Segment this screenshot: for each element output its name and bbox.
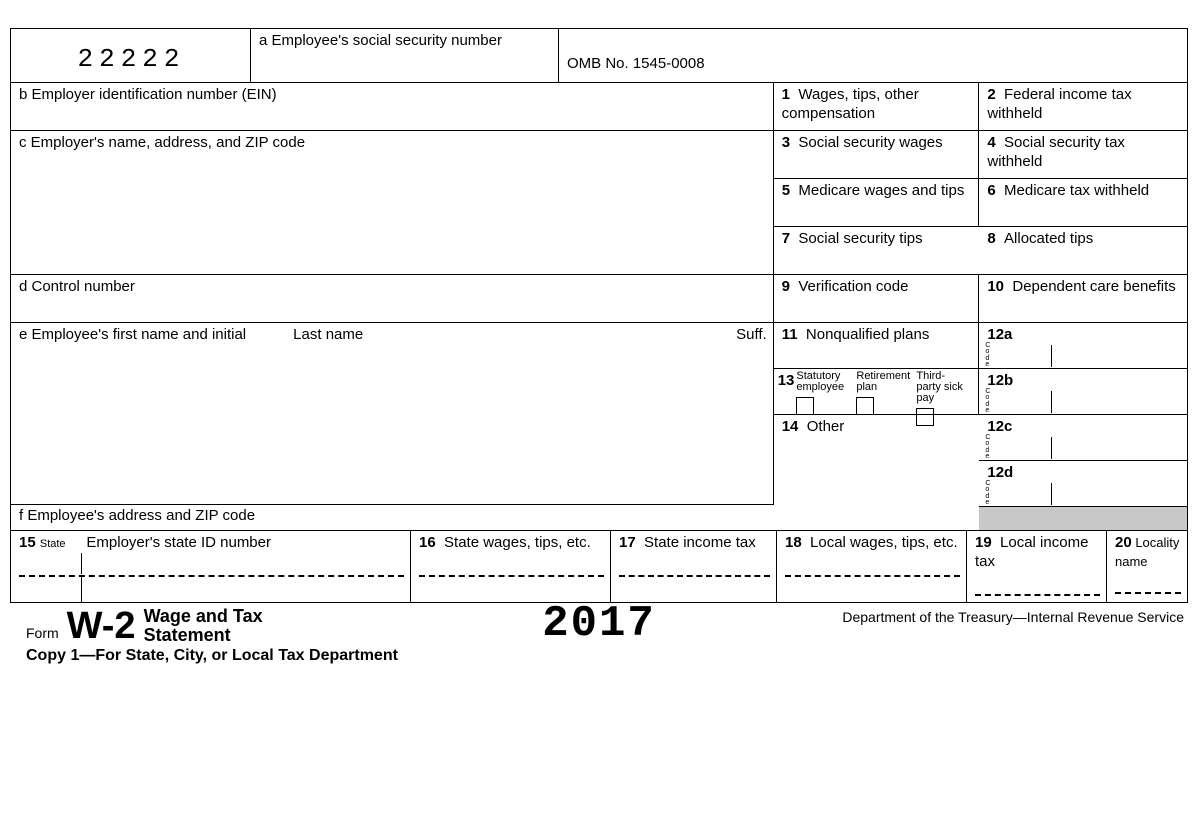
box-8: 8 Allocated tips bbox=[979, 227, 1187, 275]
box-e-first-label: e Employee's first name and initial bbox=[19, 326, 289, 345]
box-13c-label: Third-party sick pay bbox=[916, 371, 968, 404]
box-17: 17 State income tax bbox=[611, 531, 777, 603]
box-a: a Employee's social security number bbox=[251, 29, 559, 83]
box-7: 7 Social security tips bbox=[774, 227, 980, 275]
form-number: W-2 bbox=[67, 607, 136, 645]
box-9: 9 Verification code bbox=[774, 275, 980, 323]
dept-line: Department of the Treasury—Internal Reve… bbox=[842, 609, 1184, 625]
box-12d: 12d Code bbox=[979, 461, 1187, 507]
void-box: 22222 bbox=[11, 29, 251, 83]
box-14-label: 14 Other bbox=[782, 418, 845, 435]
box-1: 1 Wages, tips, other compensation bbox=[774, 83, 980, 131]
box-7-label: 7 Social security tips bbox=[782, 230, 923, 247]
box-b: b Employer identification number (EIN) bbox=[11, 83, 774, 131]
box-b-label: b Employer identification number (EIN) bbox=[19, 86, 767, 105]
code-label-12b: Code bbox=[985, 389, 990, 414]
box-6-label: 6 Medicare tax withheld bbox=[987, 182, 1149, 199]
box-11: 11 Nonqualified plans bbox=[774, 323, 980, 369]
box-e: e Employee's first name and initial Last… bbox=[11, 323, 774, 505]
box-20: 20 Locality name bbox=[1107, 531, 1187, 603]
box-4-label: 4 Social security tax withheld bbox=[987, 134, 1125, 170]
box-13b-label: Retirement plan bbox=[856, 371, 906, 393]
code-label-12c: Code bbox=[985, 435, 990, 460]
box-8-label: 8 Allocated tips bbox=[987, 230, 1093, 247]
form-title-1: Wage and Tax bbox=[144, 607, 263, 626]
box-16: 16 State wages, tips, etc. bbox=[411, 531, 611, 603]
box-1-label: 1 Wages, tips, other compensation bbox=[782, 86, 919, 122]
box-12c: 12c Code bbox=[979, 415, 1187, 461]
box-c-label: c Employer's name, address, and ZIP code bbox=[19, 134, 767, 153]
box-16-label: 16 State wages, tips, etc. bbox=[419, 534, 591, 551]
code-label-12d: Code bbox=[985, 481, 990, 506]
tax-year: 2017 bbox=[542, 599, 656, 649]
box-5-label: 5 Medicare wages and tips bbox=[782, 182, 965, 199]
box-d: d Control number bbox=[11, 275, 774, 323]
shaded-box bbox=[979, 507, 1187, 531]
code-label-12a: Code bbox=[985, 343, 990, 368]
checkbox-statutory[interactable] bbox=[796, 397, 814, 415]
box-12a: 12a Code bbox=[979, 323, 1187, 369]
box-12b-label: 12b bbox=[987, 372, 1013, 389]
box-12a-label: 12a bbox=[987, 326, 1012, 343]
box-9-label: 9 Verification code bbox=[782, 278, 909, 295]
box-12c-label: 12c bbox=[987, 418, 1012, 435]
box-19-label: 19 Local income tax bbox=[975, 534, 1088, 570]
box-17-label: 17 State income tax bbox=[619, 534, 756, 551]
box-3-label: 3 Social security wages bbox=[782, 134, 943, 151]
box-6: 6 Medicare tax withheld bbox=[979, 179, 1187, 227]
box-c: c Employer's name, address, and ZIP code bbox=[11, 131, 774, 275]
box-13a-label: Statutory employee bbox=[796, 371, 846, 393]
box-15: 15 State Employer's state ID number bbox=[11, 531, 411, 603]
box-10: 10 Dependent care benefits bbox=[979, 275, 1187, 323]
box-11-label: 11 Nonqualified plans bbox=[782, 326, 930, 343]
box-4: 4 Social security tax withheld bbox=[979, 131, 1187, 179]
box-18-label: 18 Local wages, tips, etc. bbox=[785, 534, 958, 551]
box-3: 3 Social security wages bbox=[774, 131, 980, 179]
box-e-suff-label: Suff. bbox=[736, 326, 767, 345]
checkbox-retirement[interactable] bbox=[856, 397, 874, 415]
form-footer: Form W-2 Wage and Tax Statement 2017 Dep… bbox=[10, 603, 1188, 645]
box-12d-label: 12d bbox=[987, 464, 1013, 481]
omb-box: OMB No. 1545-0008 bbox=[559, 29, 1187, 83]
box-15-label: 15 State Employer's state ID number bbox=[19, 534, 271, 551]
box-5: 5 Medicare wages and tips bbox=[774, 179, 980, 227]
box-12b: 12b Code bbox=[979, 369, 1187, 415]
box-19: 19 Local income tax bbox=[967, 531, 1107, 603]
box-14: 14 Other bbox=[774, 415, 980, 531]
box-18: 18 Local wages, tips, etc. bbox=[777, 531, 967, 603]
box-2-label: 2 Federal income tax withheld bbox=[987, 86, 1131, 122]
box-d-label: d Control number bbox=[19, 278, 767, 297]
box-10-label: 10 Dependent care benefits bbox=[987, 278, 1175, 295]
form-word: Form bbox=[26, 625, 59, 645]
void-code: 22222 bbox=[19, 32, 244, 74]
box-a-label: a Employee's social security number bbox=[259, 32, 552, 51]
box-f-label: f Employee's address and ZIP code bbox=[19, 507, 768, 526]
box-13: 13 Statutory employee Retirement plan Th… bbox=[774, 369, 980, 415]
omb-label: OMB No. 1545-0008 bbox=[567, 55, 1181, 74]
box-2: 2 Federal income tax withheld bbox=[979, 83, 1187, 131]
box-e-last-label: Last name bbox=[293, 326, 363, 343]
box-20-label: 20 Locality name bbox=[1115, 535, 1179, 569]
box-f: f Employee's address and ZIP code bbox=[11, 505, 774, 531]
form-title-2: Statement bbox=[144, 626, 263, 645]
w2-form: 22222 a Employee's social security numbe… bbox=[10, 28, 1188, 603]
